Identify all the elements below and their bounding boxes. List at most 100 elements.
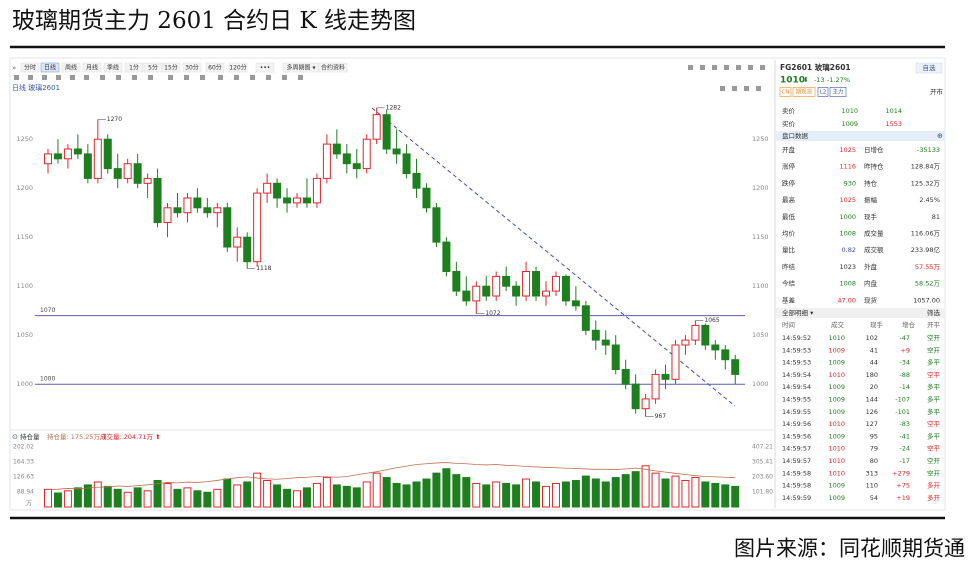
toolbar-tab-label[interactable]: 15分 (164, 63, 178, 71)
toolbar-tab[interactable] (228, 62, 248, 73)
tick-cell: 空开 (927, 456, 941, 465)
watch-label[interactable]: 自选 (923, 63, 937, 72)
volume-bar (542, 485, 550, 508)
candle-body (422, 187, 431, 209)
candle-body (362, 138, 371, 170)
indicator-icon[interactable]: ⊙ (12, 433, 18, 441)
candle-body (601, 339, 610, 346)
volume-bar (482, 484, 491, 508)
tick-cell: -83 (899, 420, 910, 428)
tick-cell: 空开 (927, 468, 941, 477)
candle-body (522, 271, 531, 297)
toolbar-tab[interactable] (103, 62, 123, 73)
toolbar-tab-label[interactable]: 日线 (44, 63, 56, 71)
tick-cell: 1009 (828, 432, 845, 440)
tick-cell: -101 (895, 408, 910, 416)
stat-label: 最高 (782, 195, 796, 204)
toolbar-tab[interactable] (20, 62, 40, 73)
toolbar-tab[interactable] (82, 62, 102, 73)
tick-cell: 1009 (828, 494, 845, 502)
toolbar-tab[interactable] (182, 62, 202, 73)
candle-body (253, 192, 262, 263)
tick-cell: 54 (870, 494, 878, 502)
stat-label: 均价 (782, 229, 796, 238)
stat-value: 47.00 (837, 296, 856, 304)
detail-header (776, 308, 945, 318)
candle-body (581, 305, 590, 331)
y-tick-label: 126.63 (13, 474, 34, 481)
tick-cell: -24 (899, 445, 910, 453)
candle-body (462, 290, 471, 302)
tick-cell: 144 (866, 396, 878, 404)
filter-button[interactable]: 筛选 (927, 308, 941, 317)
tick-cell: 110 (866, 482, 878, 490)
tick-cell: 空平 (927, 370, 941, 379)
volume-bar (362, 481, 371, 508)
toolbar-tab[interactable] (124, 62, 144, 73)
toolbar-tab-label[interactable]: 1分 (129, 63, 139, 71)
candle-body (691, 324, 700, 341)
toolbar-tab-label[interactable]: ••• (260, 64, 271, 71)
toolbar-tab-label[interactable]: 30分 (185, 63, 199, 71)
tick-cell: 127 (866, 420, 878, 428)
tick-cell: 1010 (828, 469, 845, 477)
tick-cell: 20 (870, 383, 878, 391)
tick-cell: +279 (892, 469, 910, 477)
candle-body (442, 241, 451, 273)
volume-bar (293, 490, 301, 508)
toolbar-tab-label[interactable]: 5分 (148, 63, 158, 71)
volume-bar (133, 487, 142, 508)
toolbar-tab[interactable] (61, 62, 81, 73)
toolbar-tab-label[interactable]: 多周期图 ▾ (287, 63, 316, 71)
tick-cell: 多平 (927, 358, 941, 367)
tick-cell: 14:59:57 (782, 457, 811, 465)
toolbar-tab[interactable] (255, 62, 275, 73)
stat-label: 日增仓 (864, 145, 884, 154)
toolbar-tab-label[interactable]: 季线 (107, 63, 119, 71)
volume-bar (243, 481, 252, 508)
volume-bar (442, 468, 451, 508)
candle-body (382, 114, 391, 150)
y-tick-label-right: 1250 (752, 135, 769, 143)
tick-cell: 1010 (828, 420, 845, 428)
tick-cell: 多开 (927, 481, 941, 490)
volume-bar (83, 484, 92, 508)
tick-cell: 14:59:54 (782, 371, 811, 379)
tick-cell: 180 (866, 371, 878, 379)
toolbar-tab-label[interactable]: 60分 (208, 63, 222, 71)
toolbar-tab-label[interactable]: 分时 (24, 63, 36, 71)
watch-button[interactable] (915, 62, 943, 74)
volume-bar (551, 482, 560, 508)
stat-value: 2.45% (919, 196, 940, 204)
toolbar-tab-label[interactable]: 120分 (229, 63, 246, 71)
tick-cell: 1009 (828, 383, 845, 391)
candle-body (611, 344, 620, 370)
candle-body (551, 275, 560, 292)
volume-bar (273, 484, 282, 508)
toolbar-tab[interactable] (40, 62, 60, 73)
contract-tag (829, 87, 847, 97)
detail-title[interactable]: 全部明细 ▾ (782, 308, 814, 317)
volume-bar (651, 472, 660, 508)
candle-body (163, 207, 172, 224)
high-label: 1270 (107, 116, 122, 123)
toolbar-tab-label[interactable]: 合约资料 (321, 63, 345, 71)
y2-tick-label: 407.21 (752, 444, 773, 451)
toolbar-tab[interactable] (205, 62, 225, 73)
book-price: 1009 (841, 120, 858, 128)
toolbar-tab[interactable] (161, 62, 181, 73)
panel-toggle[interactable]: ⊕ (937, 132, 943, 140)
stat-label: 持仓 (864, 178, 878, 187)
toolbar-expand[interactable]: » (12, 64, 16, 72)
volume-bar (263, 480, 272, 508)
indicator-name[interactable]: 持仓量 (20, 432, 40, 441)
toolbar-tab-label[interactable]: 月线 (86, 63, 98, 71)
toolbar-tab[interactable] (318, 62, 348, 73)
candle-body (701, 324, 710, 346)
book-volume: 1014 (885, 107, 902, 115)
toolbar-tab-label[interactable]: 周线 (65, 63, 77, 71)
volume-bar (512, 484, 521, 508)
candle-body (73, 148, 82, 155)
volume-bar (681, 480, 690, 508)
stat-value: 1025 (839, 146, 856, 154)
